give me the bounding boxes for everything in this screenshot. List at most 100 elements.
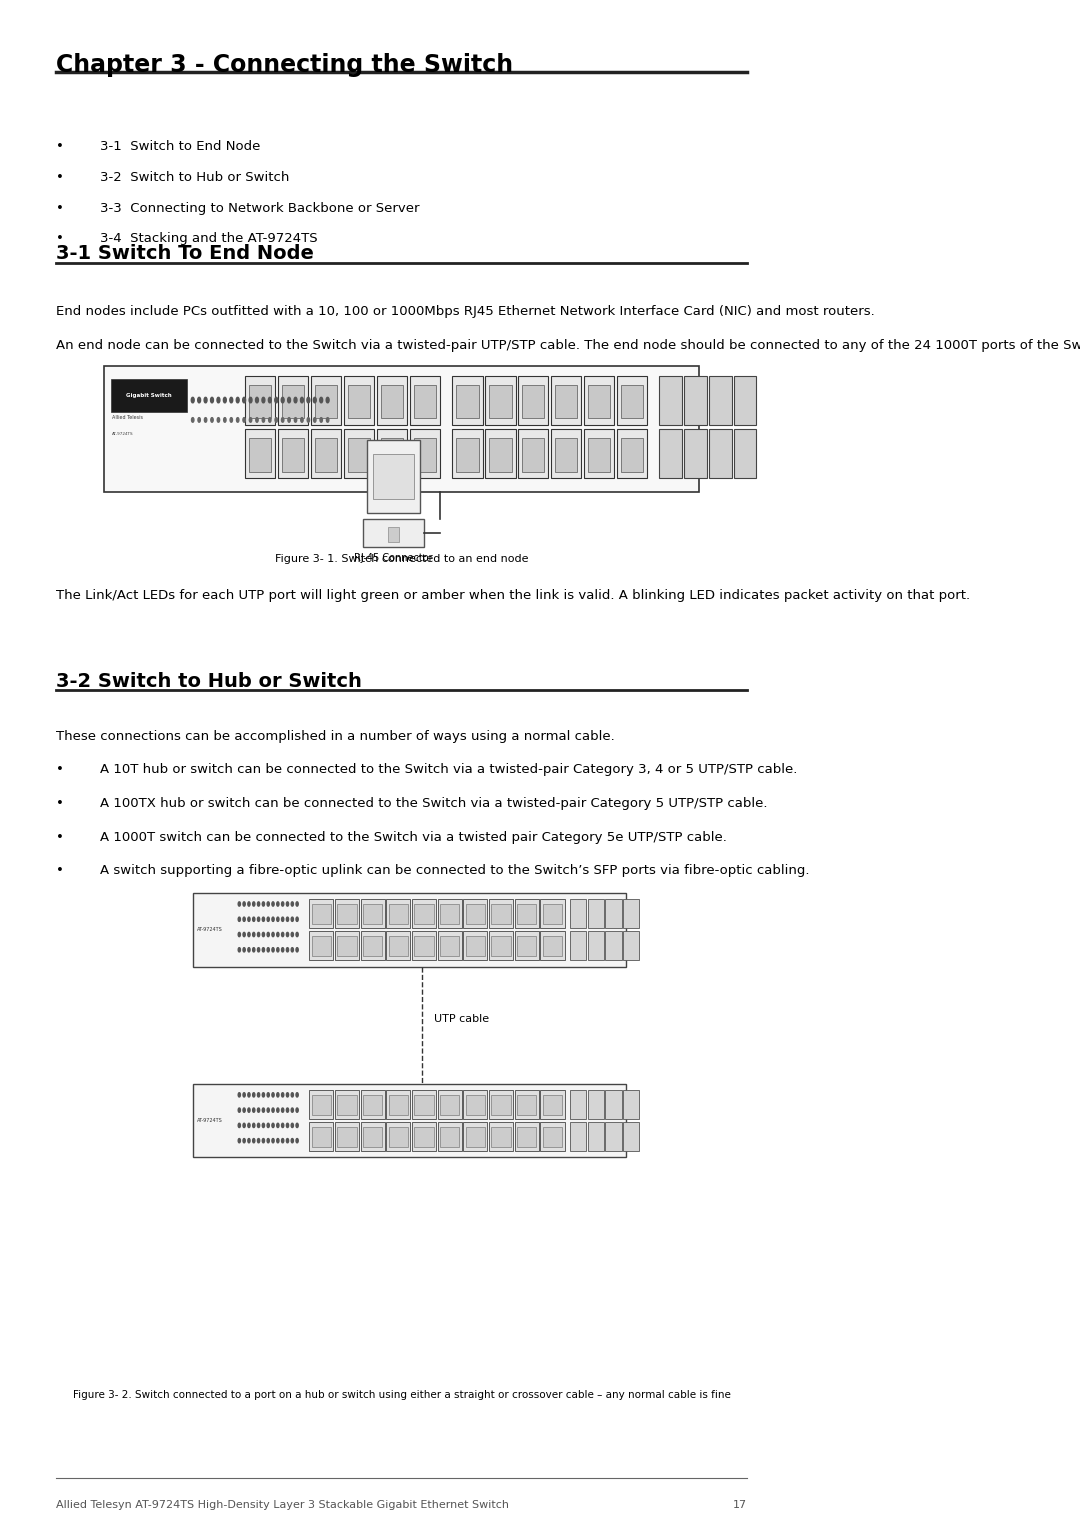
Text: Chapter 3 - Connecting the Switch: Chapter 3 - Connecting the Switch (56, 53, 513, 78)
FancyBboxPatch shape (518, 429, 549, 478)
FancyBboxPatch shape (335, 1090, 359, 1119)
Circle shape (256, 417, 258, 421)
Circle shape (224, 417, 226, 421)
FancyBboxPatch shape (311, 376, 341, 425)
FancyBboxPatch shape (453, 376, 483, 425)
Circle shape (295, 417, 297, 421)
Circle shape (247, 1093, 251, 1096)
Circle shape (307, 417, 310, 421)
Circle shape (253, 933, 255, 936)
FancyBboxPatch shape (623, 899, 639, 928)
FancyBboxPatch shape (337, 936, 356, 956)
FancyBboxPatch shape (489, 438, 512, 472)
Circle shape (274, 397, 278, 403)
FancyBboxPatch shape (515, 1090, 539, 1119)
FancyBboxPatch shape (465, 1095, 485, 1115)
Circle shape (243, 933, 245, 936)
FancyBboxPatch shape (415, 1095, 434, 1115)
FancyBboxPatch shape (361, 1090, 384, 1119)
Text: A 100TX hub or switch can be connected to the Switch via a twisted-pair Category: A 100TX hub or switch can be connected t… (100, 797, 768, 811)
FancyBboxPatch shape (437, 931, 462, 960)
FancyBboxPatch shape (588, 1090, 604, 1119)
Circle shape (211, 397, 214, 403)
Circle shape (272, 1124, 274, 1127)
FancyBboxPatch shape (411, 931, 436, 960)
FancyBboxPatch shape (734, 429, 756, 478)
Text: UTP cable: UTP cable (434, 1014, 489, 1025)
FancyBboxPatch shape (415, 904, 434, 924)
FancyBboxPatch shape (489, 899, 513, 928)
Circle shape (204, 397, 207, 403)
Circle shape (287, 397, 291, 403)
Circle shape (272, 1139, 274, 1142)
Circle shape (253, 1093, 255, 1096)
FancyBboxPatch shape (584, 429, 615, 478)
Text: RJ-45 Connector: RJ-45 Connector (354, 553, 433, 563)
Circle shape (247, 1109, 251, 1112)
FancyBboxPatch shape (380, 438, 403, 472)
FancyBboxPatch shape (377, 376, 407, 425)
FancyBboxPatch shape (388, 527, 400, 542)
Circle shape (247, 902, 251, 906)
Circle shape (262, 933, 265, 936)
FancyBboxPatch shape (555, 438, 578, 472)
Circle shape (296, 1139, 298, 1142)
FancyBboxPatch shape (540, 899, 565, 928)
Circle shape (257, 1109, 259, 1112)
FancyBboxPatch shape (361, 899, 384, 928)
Circle shape (296, 918, 298, 921)
Circle shape (296, 902, 298, 906)
Circle shape (262, 397, 265, 403)
FancyBboxPatch shape (540, 1122, 565, 1151)
FancyBboxPatch shape (311, 936, 330, 956)
FancyBboxPatch shape (588, 931, 604, 960)
FancyBboxPatch shape (389, 936, 408, 956)
Circle shape (296, 1093, 298, 1096)
Circle shape (307, 397, 310, 403)
FancyBboxPatch shape (489, 931, 513, 960)
Text: •: • (56, 140, 64, 154)
Circle shape (204, 417, 206, 421)
Circle shape (313, 397, 316, 403)
Circle shape (237, 417, 239, 421)
FancyBboxPatch shape (414, 385, 436, 418)
Circle shape (282, 1093, 284, 1096)
FancyBboxPatch shape (335, 1122, 359, 1151)
FancyBboxPatch shape (437, 1122, 462, 1151)
Circle shape (262, 1093, 265, 1096)
FancyBboxPatch shape (491, 936, 511, 956)
Circle shape (267, 902, 269, 906)
Circle shape (239, 933, 241, 936)
FancyBboxPatch shape (278, 429, 309, 478)
FancyBboxPatch shape (282, 438, 305, 472)
Text: End nodes include PCs outfitted with a 10, 100 or 1000Mbps RJ45 Ethernet Network: End nodes include PCs outfitted with a 1… (56, 305, 875, 319)
Circle shape (257, 918, 259, 921)
FancyBboxPatch shape (606, 1122, 622, 1151)
FancyBboxPatch shape (540, 1090, 565, 1119)
Text: 3-2 Switch to Hub or Switch: 3-2 Switch to Hub or Switch (56, 672, 362, 690)
FancyBboxPatch shape (456, 385, 478, 418)
FancyBboxPatch shape (387, 899, 410, 928)
FancyBboxPatch shape (415, 1127, 434, 1147)
FancyBboxPatch shape (440, 1095, 459, 1115)
FancyBboxPatch shape (463, 1122, 487, 1151)
FancyBboxPatch shape (491, 904, 511, 924)
Text: AT-9724TS: AT-9724TS (197, 927, 222, 933)
FancyBboxPatch shape (570, 1090, 586, 1119)
Circle shape (296, 1109, 298, 1112)
Circle shape (267, 1093, 269, 1096)
FancyBboxPatch shape (389, 904, 408, 924)
FancyBboxPatch shape (570, 931, 586, 960)
Text: 3-1 Switch To End Node: 3-1 Switch To End Node (56, 244, 314, 263)
Circle shape (276, 918, 279, 921)
FancyBboxPatch shape (311, 429, 341, 478)
FancyBboxPatch shape (540, 931, 565, 960)
Circle shape (292, 902, 294, 906)
Circle shape (191, 417, 194, 421)
FancyBboxPatch shape (377, 429, 407, 478)
FancyBboxPatch shape (278, 376, 309, 425)
FancyBboxPatch shape (685, 429, 706, 478)
FancyBboxPatch shape (343, 376, 374, 425)
FancyBboxPatch shape (489, 385, 512, 418)
Circle shape (243, 918, 245, 921)
